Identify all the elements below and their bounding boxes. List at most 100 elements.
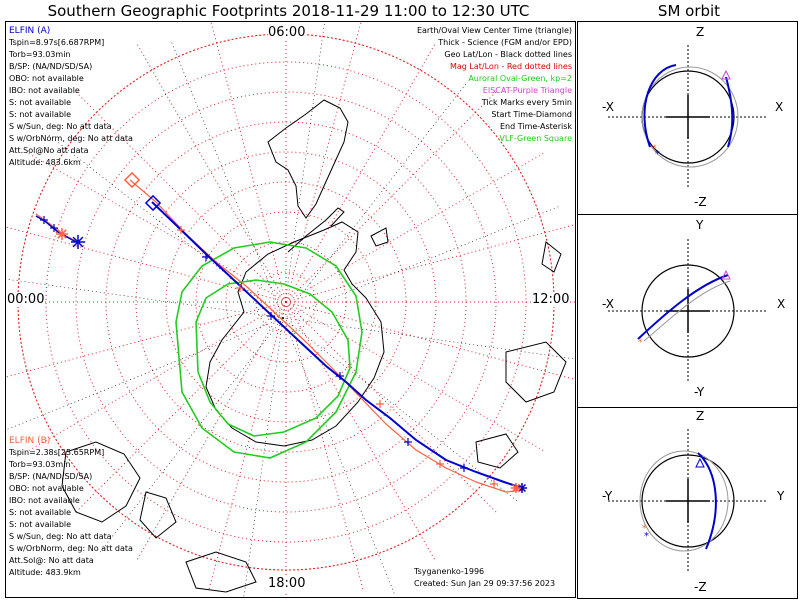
antarctic-peninsula (287, 207, 345, 253)
geo-lon-line (6, 317, 284, 431)
mag-lon-line (285, 151, 547, 303)
elfin-a-line: S w/Sun, deg: No att data (9, 122, 112, 131)
elfin-a-orbit (643, 64, 677, 148)
elfin-b-line: Altitude: 483.9km (9, 568, 81, 577)
elfin-b-tick (490, 480, 498, 488)
clock-label-right: 12:00 (532, 292, 570, 307)
elfin-b-line: S w/OrbNorm, deg: No att data (9, 544, 133, 553)
geo-lon-line (282, 205, 562, 319)
elfin-a-line: Tspin=8.97s[6.687RPM] (9, 38, 105, 47)
island (370, 227, 389, 247)
sm-panel-xy: * Y -Y -X X (577, 214, 798, 408)
orbit-grey (641, 66, 739, 168)
elfin-b-tick (376, 400, 384, 408)
elfin-a-line: Altitude: 483.6km (9, 158, 81, 167)
auroral-oval-outer (175, 241, 363, 459)
plot-title: Southern Geographic Footprints 2018-11-2… (47, 2, 530, 20)
antarctica-coast (205, 221, 385, 447)
elfin-b-info: ELFIN (B) Tspin=2.38s[25.65RPM] Torb=93.0… (9, 435, 133, 579)
africa-coast (505, 341, 567, 403)
elfin-b-tick (236, 284, 244, 292)
elfin-b-tick (177, 226, 185, 234)
legend-entry: Tick Marks every 5min (481, 98, 572, 107)
legend-entry: Geo Lat/Lon - Black dotted lines (444, 50, 572, 59)
mag-lon-line (6, 301, 287, 378)
axis-top-label: Z (696, 25, 705, 39)
mag-lat-circle (195, 211, 377, 393)
coastlines (61, 99, 567, 593)
axis-left-label: -X (602, 297, 614, 311)
elfin-a-name: ELFIN (A) (9, 26, 51, 36)
madagascar-coast (475, 433, 519, 469)
mag-lon-line (135, 301, 287, 563)
elfin-b-marker: * (642, 524, 647, 534)
geo-lon-line (243, 317, 284, 597)
elfin-b-marker: * (652, 144, 657, 154)
elfin-b-name: ELFIN (B) (9, 436, 51, 446)
elfin-b-line: Att.Sol@: No att data (9, 556, 94, 565)
sm-panel-yz: * * Z -Z -Y Y (577, 407, 798, 599)
elfin-b-line: S w/Sun, deg: No att data (9, 532, 112, 541)
elfin-a-lines: Tspin=8.97s[6.687RPM] Torb=93.03min B/SP: … (9, 37, 133, 169)
axis-right-label: Y (777, 489, 785, 503)
elfin-a-line: S: not available (9, 98, 72, 107)
sm-orbit-plot-xz: ** (608, 45, 768, 189)
elfin-a-tick (50, 224, 58, 232)
mag-lon-line (25, 151, 287, 303)
elfin-b-line: Tspin=2.38s[25.65RPM] (9, 448, 105, 457)
elfin-a-orbit (725, 76, 734, 148)
model-credit: Tsyganenko-1996 (414, 567, 485, 576)
legend-entry: Start Time-Diamond (491, 110, 572, 119)
elfin-a-tick (460, 464, 468, 472)
elfin-b-lines: Tspin=2.38s[25.65RPM] Torb=93.03min B/SP: … (9, 447, 133, 579)
orbit-grey (639, 450, 729, 552)
sm-orbit-plot-yz: ** (608, 429, 768, 573)
legend-entry: Auroral Oval-Green, kp=2 (468, 74, 572, 83)
elfin-a-start-diamond (144, 194, 162, 212)
axis-top-label: Z (696, 409, 705, 423)
mag-lon-line (285, 41, 437, 303)
elfin-b-line: IBO: not available (9, 496, 80, 505)
elfin-a-track (35, 215, 77, 243)
elfin-b-line: S: not available (9, 520, 72, 529)
elfin-a-tick (404, 438, 412, 446)
mag-lat-circle (135, 151, 437, 453)
axis-bottom-label: -Z (694, 580, 707, 594)
elfin-b-line: S: not available (9, 508, 72, 517)
elfin-a-tick (40, 216, 48, 224)
elfin-a-orbit (697, 452, 717, 550)
clock-label-top: 06:00 (268, 25, 306, 40)
australia-coast (61, 441, 141, 523)
mag-lon-line (285, 301, 547, 453)
axis-right-label: X (775, 100, 784, 114)
elfin-a-info: ELFIN (A) Tspin=8.97s[6.687RPM] Torb=93.0… (9, 25, 133, 169)
axis-bottom-label: -Y (694, 385, 705, 399)
elfin-a-end-asterisk (71, 235, 85, 249)
clock-label-bottom: 18:00 (268, 576, 306, 591)
elfin-a-line: Att.Sol@No att data (9, 146, 89, 155)
sm-panel-xz: * * Z -Z -X X (577, 21, 798, 215)
tasmania-coast (139, 491, 177, 539)
elfin-b-end-asterisk (56, 228, 68, 240)
elfin-a-line: IBO: not available (9, 86, 80, 95)
elfin-a-marker: * (655, 149, 660, 160)
earth-circle (641, 264, 735, 358)
axis-bottom-label: -Z (694, 195, 707, 209)
elfin-a-tick (336, 372, 344, 380)
elfin-b-start-diamond (123, 171, 141, 189)
polar-map-panel: 06:00 00:00 12:00 18:00 ELFIN (A) Tspin=… (5, 21, 576, 598)
axis-left-label: -Y (602, 489, 613, 503)
mag-lon-line (207, 301, 287, 592)
orbit-grey (643, 280, 731, 342)
elfin-a-tick (202, 253, 210, 261)
elfin-b-marker: * (638, 338, 643, 348)
legend-entry: End Time-Asterisk (499, 122, 572, 131)
clock-label-left: 00:00 (7, 292, 45, 307)
elfin-a-tick (267, 312, 275, 320)
auroral-oval-inner (195, 279, 351, 437)
geo-lon-line (282, 317, 575, 360)
legend-entry: Thick - Science (FGM and/or EPD) (438, 38, 572, 47)
view-center-triangle (721, 269, 731, 280)
mag-lon-line (285, 224, 575, 303)
legend-entry: Earth/Oval View Center Time (triangle) (416, 26, 572, 35)
